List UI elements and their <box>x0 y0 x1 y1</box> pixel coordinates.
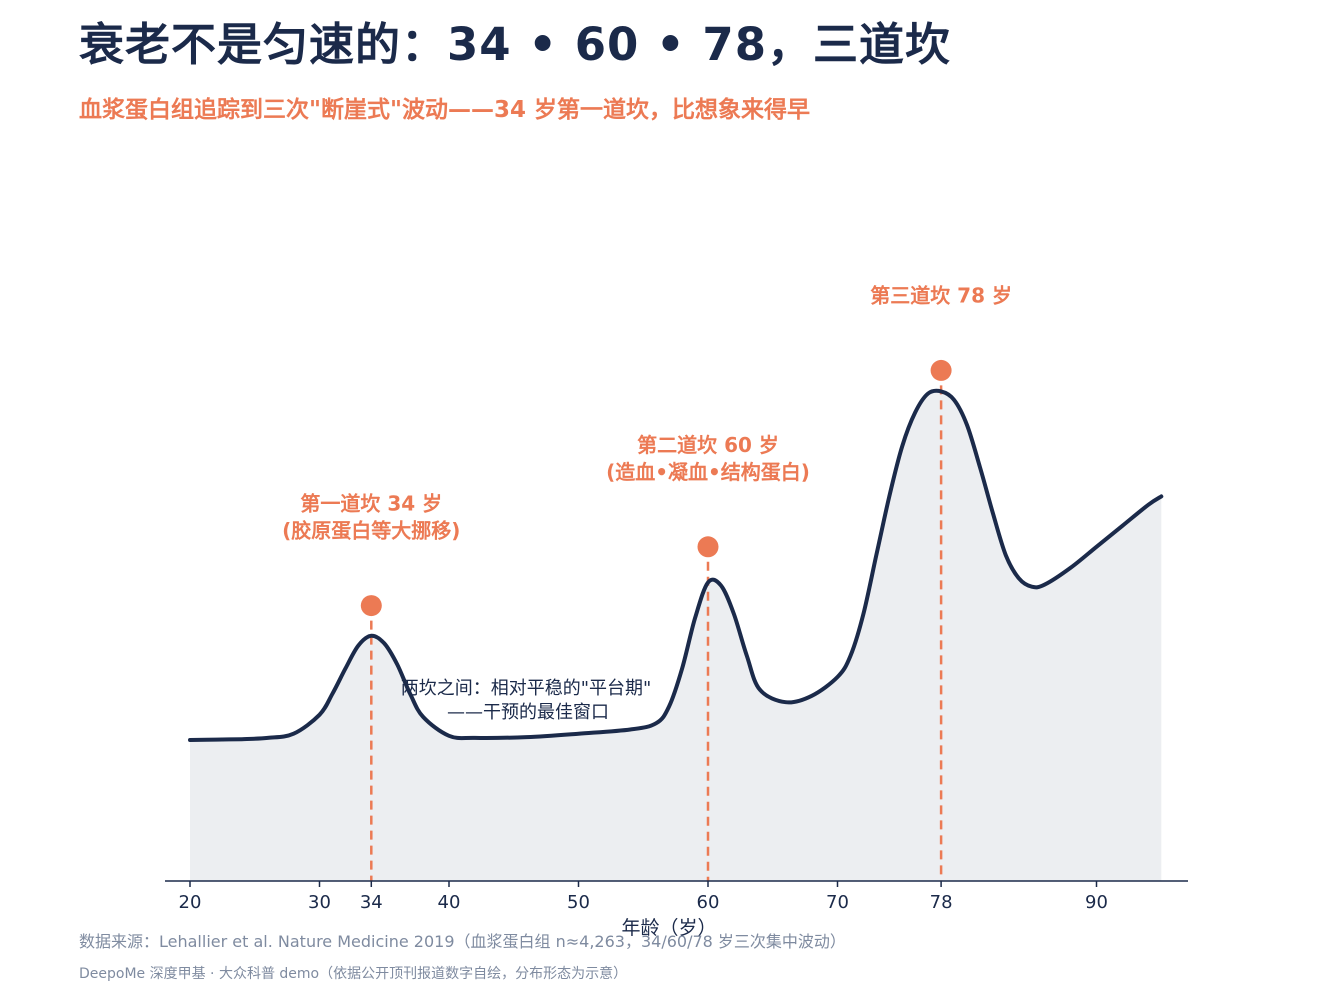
x-tick-label-34: 34 <box>360 892 383 913</box>
x-tick-label-40: 40 <box>438 892 461 913</box>
x-tick-label-50: 50 <box>567 892 590 913</box>
guide-layer <box>370 370 943 881</box>
peak-label-1-line-1: 第一道坎 34 岁 <box>300 492 442 516</box>
plateau-note-line-2: ——干预的最佳窗口 <box>447 702 609 723</box>
x-tick-label-70: 70 <box>826 892 849 913</box>
peak-marker-3 <box>930 359 952 381</box>
peak-label-2-line-2: (造血•凝血•结构蛋白) <box>606 460 810 484</box>
marker-layer <box>360 359 952 617</box>
peak-marker-2 <box>697 536 719 558</box>
area-fill <box>190 390 1162 881</box>
x-axis-title: 年龄（岁） <box>621 917 716 939</box>
x-tick-label-20: 20 <box>179 892 202 913</box>
peak-label-2-line-1: 第二道坎 60 岁 <box>637 433 779 457</box>
x-tick-label-60: 60 <box>697 892 720 913</box>
x-tick-label-78: 78 <box>930 892 953 913</box>
peak-marker-1 <box>360 595 382 617</box>
plateau-note-line-1: 两坎之间：相对平稳的"平台期" <box>401 678 652 699</box>
x-tick-label-90: 90 <box>1085 892 1108 913</box>
label-layer: 第一道坎 34 岁 (胶原蛋白等大挪移) 第二道坎 60 岁 (造血•凝血•结构蛋白)… <box>282 283 1012 723</box>
peak-label-3-line-1: 第三道坎 78 岁 <box>870 283 1012 307</box>
area-layer <box>190 390 1162 881</box>
credit-note: DeepoMe 深度甲基 · 大众科普 demo（依据公开顶刊报道数字自绘，分布… <box>79 966 628 982</box>
page-subtitle: 血浆蛋白组追踪到三次"断崖式"波动——34 岁第一道坎，比想象来得早 <box>79 97 810 123</box>
series-line <box>188 388 1164 742</box>
x-tick-label-30: 30 <box>308 892 331 913</box>
peak-label-1-line-2: (胶原蛋白等大挪移) <box>282 519 460 543</box>
line-layer <box>188 388 1164 742</box>
data-source-note: 数据来源：Lehallier et al. Nature Medicine 20… <box>79 932 846 951</box>
page-title: 衰老不是匀速的：34 • 60 • 78，三道坎 <box>79 18 952 71</box>
x-axis: 20 30 34 40 50 60 70 78 90 <box>165 880 1188 913</box>
